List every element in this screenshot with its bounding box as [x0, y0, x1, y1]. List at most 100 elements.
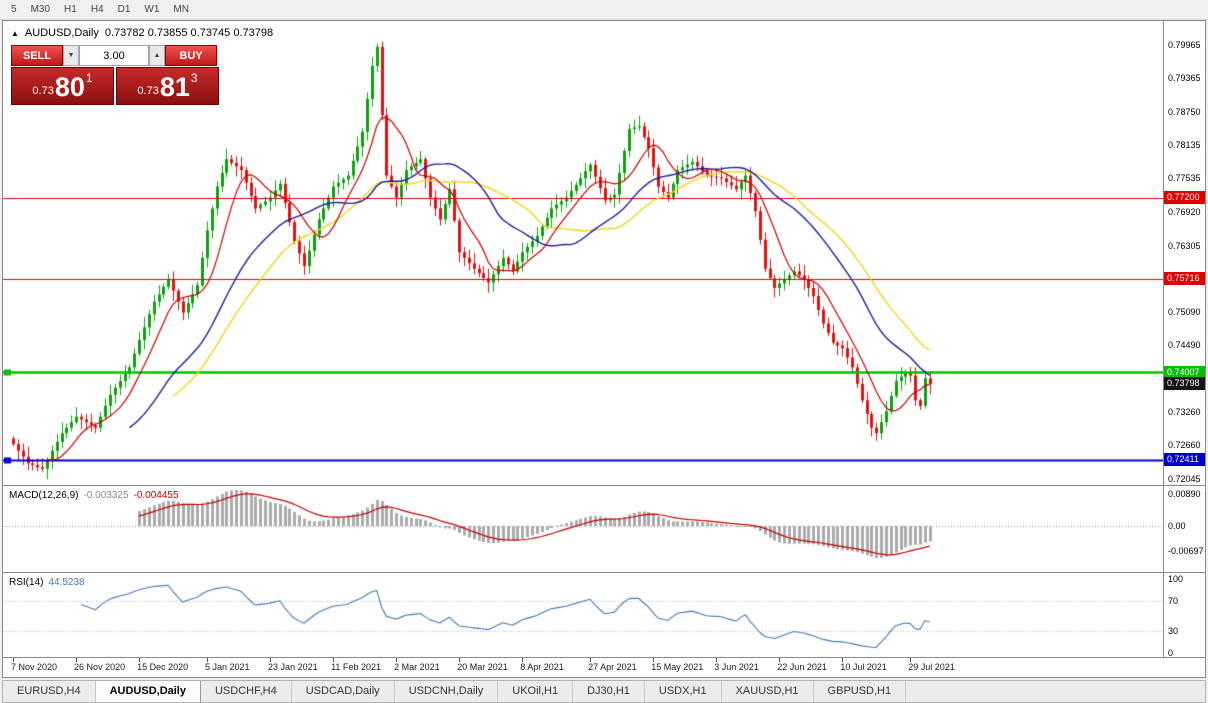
time-axis-label: 11 Feb 2021	[331, 662, 381, 672]
rsi-axis-label: 30	[1168, 625, 1179, 636]
rsi-axis-label: 0	[1168, 648, 1174, 658]
chart-tab-AUDUSD,Daily[interactable]: AUDUSD,Daily	[95, 681, 201, 702]
macd-indicator-label: MACD(12,26,9) -0.003325 -0.004455	[9, 490, 179, 501]
time-axis-label: 7 Nov 2020	[11, 662, 58, 672]
rsi-value: 44.5238	[48, 577, 85, 588]
timeframe-button-D1[interactable]: D1	[117, 4, 131, 15]
pane-divider-main-macd[interactable]	[3, 485, 1205, 486]
price-axis-label: 0.75090	[1168, 307, 1201, 318]
timeframe-button-M30[interactable]: M30	[30, 4, 51, 15]
current-price-badge: 0.73798	[1164, 377, 1205, 391]
chart-tab-XAUUSD,H1[interactable]: XAUUSD,H1	[722, 681, 814, 702]
timeframe-button-W1[interactable]: W1	[144, 4, 160, 15]
rsi-name: RSI(14)	[9, 577, 44, 588]
time-axis-tick	[459, 658, 460, 662]
time-axis-label: 27 Apr 2021	[588, 662, 637, 672]
timeframe-button-H4[interactable]: H4	[90, 4, 104, 15]
time-axis-label: 26 Nov 2020	[74, 662, 126, 672]
sell-price-point: 1	[85, 71, 93, 85]
price-axis-label: 0.78750	[1168, 106, 1201, 117]
macd-axis-label: 0.00890	[1168, 489, 1201, 500]
chart-window: ▲ AUDUSD,Daily 0.73782 0.73855 0.73745 0…	[2, 20, 1206, 678]
price-level-badge: 0.75716	[1164, 272, 1205, 286]
sell-price-prefix: 0.73	[32, 85, 54, 97]
price-axis-label: 0.77535	[1168, 173, 1201, 184]
timeframe-button-5[interactable]: 5	[11, 4, 17, 15]
chart-title: ▲ AUDUSD,Daily 0.73782 0.73855 0.73745 0…	[11, 27, 273, 39]
time-axis-label: 15 May 2021	[651, 662, 704, 672]
macd-name: MACD(12,26,9)	[9, 490, 79, 501]
buy-button[interactable]: BUY	[165, 45, 217, 66]
time-axis-tick	[13, 658, 14, 662]
price-axis-label: 0.79365	[1168, 72, 1201, 83]
chart-ohlc-values: 0.73782 0.73855 0.73745 0.73798	[104, 27, 274, 39]
chart-tab-USDX,H1[interactable]: USDX,H1	[645, 681, 722, 702]
time-axis-tick	[396, 658, 397, 662]
price-axis-separator	[1163, 21, 1164, 657]
chart-tab-EURUSD,H4[interactable]: EURUSD,H4	[3, 681, 96, 702]
time-axis-tick	[779, 658, 780, 662]
volume-increase-button[interactable]: ▲	[149, 45, 165, 66]
time-axis-label: 20 Mar 2021	[457, 662, 508, 672]
time-axis-label: 22 Jun 2021	[777, 662, 827, 672]
rsi-indicator-label: RSI(14) 44.5238	[9, 577, 85, 588]
buy-price-prefix: 0.73	[137, 85, 159, 97]
rsi-axis-label: 100	[1168, 574, 1184, 584]
chart-tab-USDCNH,Daily[interactable]: USDCNH,Daily	[395, 681, 499, 702]
time-axis-tick	[716, 658, 717, 662]
timeframe-button-MN[interactable]: MN	[173, 4, 189, 15]
buy-price-point: 3	[190, 71, 198, 85]
buy-price-pips: 81	[159, 72, 190, 102]
time-axis-tick	[207, 658, 208, 662]
price-level-badge: 0.77200	[1164, 191, 1205, 205]
sell-price-display[interactable]: 0.73 80 1	[11, 67, 114, 105]
timeframe-toolbar: 5 M30 H1 H4 D1 W1 MN	[0, 0, 1208, 20]
price-axis-label: 0.78135	[1168, 140, 1201, 151]
price-axis-label: 0.79965	[1168, 40, 1201, 50]
trade-prices-row: 0.73 80 1 0.73 81 3	[11, 67, 219, 105]
time-axis-tick	[842, 658, 843, 662]
volume-decrease-button[interactable]: ▼	[63, 45, 79, 66]
chart-tab-DJ30,H1[interactable]: DJ30,H1	[573, 681, 645, 702]
buy-price-display[interactable]: 0.73 81 3	[116, 67, 219, 105]
price-axis-label: 0.76305	[1168, 240, 1201, 251]
chart-tab-USDCAD,Daily[interactable]: USDCAD,Daily	[292, 681, 395, 702]
volume-input[interactable]	[79, 45, 149, 66]
rsi-indicator-canvas[interactable]	[3, 573, 1163, 657]
macd-value-signal: -0.004455	[133, 490, 179, 501]
time-axis-label: 8 Apr 2021	[520, 662, 564, 672]
pane-divider-rsi-timeaxis	[3, 657, 1205, 658]
price-axis-label: 0.76920	[1168, 206, 1201, 217]
time-axis-tick	[910, 658, 911, 662]
price-level-badge: 0.74007	[1164, 365, 1205, 379]
macd-indicator-canvas[interactable]	[3, 486, 1163, 572]
time-axis-tick	[333, 658, 334, 662]
time-axis-tick	[522, 658, 523, 662]
macd-value-main: -0.003325	[83, 490, 129, 501]
time-axis-tick	[76, 658, 77, 662]
price-axis-label: 0.72660	[1168, 440, 1201, 451]
time-axis-label: 2 Mar 2021	[394, 662, 440, 672]
macd-axis-label: -0.00697	[1168, 545, 1204, 556]
chart-tab-USDCHF,H4[interactable]: USDCHF,H4	[201, 681, 292, 702]
chart-symbol-icon: ▲	[11, 28, 19, 38]
time-axis-tick	[139, 658, 140, 662]
chart-tab-UKOil,H1[interactable]: UKOil,H1	[498, 681, 574, 702]
sell-button[interactable]: SELL	[11, 45, 63, 66]
price-axis-label: 0.72045	[1168, 474, 1201, 484]
time-axis-label: 3 Jun 2021	[714, 662, 759, 672]
one-click-trading-panel: SELL ▼ ▲ BUY 0.73 80 1 0.73 81 3	[11, 45, 219, 105]
sell-price-pips: 80	[54, 72, 85, 102]
time-axis-label: 10 Jul 2021	[840, 662, 887, 672]
time-axis-tick	[590, 658, 591, 662]
time-axis-label: 23 Jan 2021	[268, 662, 318, 672]
trade-controls-row: SELL ▼ ▲ BUY	[11, 45, 219, 66]
timeframe-button-H1[interactable]: H1	[64, 4, 77, 15]
time-axis-label: 15 Dec 2020	[137, 662, 189, 672]
chart-tab-GBPUSD,H1[interactable]: GBPUSD,H1	[814, 681, 907, 702]
pane-divider-macd-rsi[interactable]	[3, 572, 1205, 573]
time-axis-label: 29 Jul 2021	[908, 662, 955, 672]
macd-axis-label: 0.00	[1168, 521, 1186, 531]
price-level-badge: 0.72411	[1164, 453, 1205, 467]
